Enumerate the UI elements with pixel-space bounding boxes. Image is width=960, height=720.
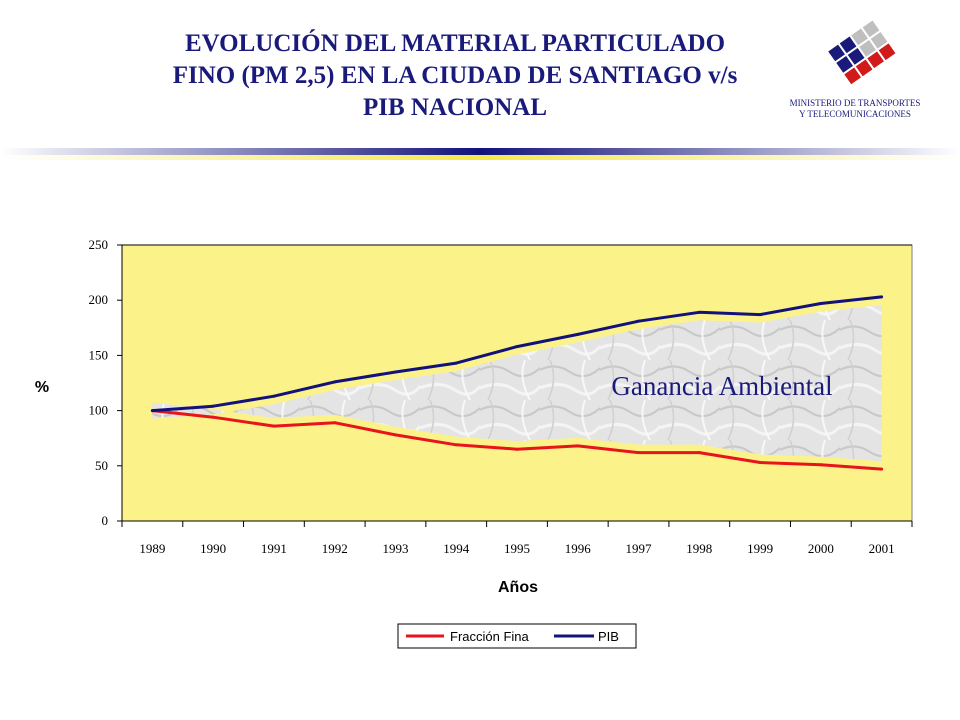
gain-annotation: Ganancia Ambiental <box>611 371 832 401</box>
y-tick-label: 100 <box>89 403 109 418</box>
x-tick-label: 2001 <box>869 541 895 556</box>
axes: 0 50 100 150 200 250 1989 1990 1991 1992 1993 1994 1… <box>89 237 913 556</box>
data-point-pib <box>758 313 762 317</box>
data-point-pib <box>880 295 884 299</box>
title-line-2: FINO (PM 2,5) EN LA CIUDAD DE SANTIAGO v… <box>172 62 738 89</box>
legend-label-fraccion-fina: Fracción Fina <box>450 629 530 644</box>
data-point-fraccion-fina <box>576 444 580 448</box>
y-tick-label: 200 <box>89 292 109 307</box>
data-point-fraccion-fina <box>211 415 215 419</box>
y-tick-label: 0 <box>102 513 109 528</box>
data-point-pib <box>515 345 519 349</box>
data-point-fraccion-fina <box>272 424 276 428</box>
data-point-pib <box>333 380 337 384</box>
data-point-pib <box>272 394 276 398</box>
ministry-line-2: Y TELECOMUNICACIONES <box>799 109 911 119</box>
x-axis-title: Años <box>498 579 538 596</box>
legend: Fracción Fina PIB <box>397 623 637 649</box>
title-line-3: PIB NACIONAL <box>362 94 548 121</box>
y-tick-label: 250 <box>89 237 109 252</box>
data-point-pib <box>819 302 823 306</box>
y-axis-title: % <box>35 379 49 396</box>
x-tick-label: 1998 <box>686 541 712 556</box>
ministry-name: MINISTERIO DE TRANSPORTES Y TELECOMUNICA… <box>760 98 950 120</box>
y-tick-label: 50 <box>95 458 108 473</box>
data-point-fraccion-fina <box>393 433 397 437</box>
header-divider <box>0 148 960 160</box>
x-tick-label: 1992 <box>322 541 348 556</box>
title-line-1: EVOLUCIÓN DEL MATERIAL PARTICULADO <box>184 30 726 57</box>
data-point-pib <box>393 370 397 374</box>
data-point-pib <box>697 310 701 314</box>
series-lines <box>150 295 884 471</box>
data-point-pib <box>211 404 215 408</box>
data-point-fraccion-fina <box>333 421 337 425</box>
data-point-pib <box>454 361 458 365</box>
data-point-fraccion-fina <box>454 443 458 447</box>
data-point-fraccion-fina <box>637 451 641 455</box>
environmental-gain-area <box>152 304 882 462</box>
x-tick-label: 1997 <box>626 541 653 556</box>
data-point-fraccion-fina <box>819 463 823 467</box>
y-tick-label: 150 <box>89 347 109 362</box>
data-point-fraccion-fina <box>515 447 519 451</box>
x-tick-label: 1989 <box>139 541 165 556</box>
x-tick-label: 1991 <box>261 541 287 556</box>
ministry-line-1: MINISTERIO DE TRANSPORTES <box>789 98 921 108</box>
data-point-pib <box>150 409 154 413</box>
x-tick-label: 1990 <box>200 541 226 556</box>
data-point-fraccion-fina <box>758 460 762 464</box>
x-tick-label: 2000 <box>808 541 834 556</box>
data-point-pib <box>576 332 580 336</box>
x-tick-label: 1996 <box>565 541 592 556</box>
legend-label-pib: PIB <box>598 629 619 644</box>
ministry-logo-icon <box>828 20 896 85</box>
data-point-fraccion-fina <box>697 451 701 455</box>
x-tick-label: 1999 <box>747 541 773 556</box>
data-point-pib <box>637 319 641 323</box>
data-point-fraccion-fina <box>880 467 884 471</box>
x-tick-label: 1993 <box>382 541 408 556</box>
x-tick-label: 1994 <box>443 541 470 556</box>
page-title: EVOLUCIÓN DEL MATERIAL PARTICULADO FINO … <box>130 28 780 124</box>
x-tick-label: 1995 <box>504 541 530 556</box>
